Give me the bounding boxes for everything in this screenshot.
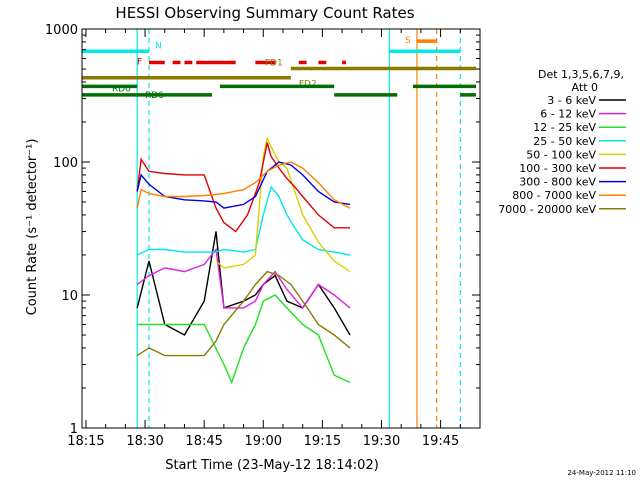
x-tick-label: 19:45: [422, 434, 459, 449]
y-tick-label: 100: [53, 156, 78, 171]
plot-area: NSFFD1FD2RD0RD6: [81, 28, 481, 429]
series-line-800-7000kev: [136, 161, 351, 209]
y-tick-label: 10: [61, 289, 78, 304]
flag-label-rd6: RD6: [145, 91, 164, 101]
y-tick-label: 1: [70, 422, 78, 437]
plot-frame: [81, 28, 481, 429]
legend-label-100-300kev: 100 - 300 keV: [519, 162, 596, 175]
y-axis: 1 10 100 1000: [45, 23, 480, 437]
series-line-3-6kev: [136, 231, 351, 336]
series-line-6-12kev: [136, 247, 351, 310]
x-tick-label: 18:15: [67, 434, 104, 449]
series-line-50-100kev: [215, 136, 351, 273]
series-line-7000-20000kev: [136, 270, 351, 357]
legend-label-6-12kev: 6 - 12 keV: [540, 108, 596, 121]
x-axis: 18:15 18:30 18:45 19:00 19:15 19:30 19:45: [67, 29, 481, 449]
x-axis-label: Start Time (23-May-12 18:14:02): [165, 458, 379, 473]
y-axis-label: Count Rate (s⁻¹ detector⁻¹): [25, 139, 40, 316]
date-stamp: 24-May-2012 11:10: [567, 469, 636, 477]
legend-label-300-800kev: 300 - 800 keV: [519, 176, 596, 189]
series-line-100-300kev: [136, 142, 350, 233]
x-tick-label: 19:00: [245, 434, 282, 449]
x-tick-label: 19:30: [363, 434, 400, 449]
series-line-25-50kev: [136, 185, 351, 256]
x-tick-label: 18:30: [126, 434, 163, 449]
flag-label-rd0: RD0: [112, 84, 131, 94]
flag-label-f: F: [137, 57, 142, 67]
legend-label-3-6kev: 3 - 6 keV: [547, 94, 596, 107]
legend-header-line2: Att 0: [572, 81, 598, 94]
series-line-12-25kev: [137, 294, 351, 385]
chart-title: HESSI Observing Summary Count Rates: [115, 4, 414, 22]
flag-label-s: S: [405, 36, 411, 46]
legend-label-800-7000kev: 800 - 7000 keV: [512, 189, 596, 202]
legend-label-25-50kev: 25 - 50 keV: [533, 135, 596, 148]
x-tick-label: 19:15: [304, 434, 341, 449]
legend-label-50-100kev: 50 - 100 keV: [526, 148, 596, 161]
x-tick-label: 18:45: [185, 434, 222, 449]
flag-label-n: N: [155, 41, 162, 51]
flag-label-fd1: FD1: [265, 58, 283, 68]
legend-label-12-25kev: 12 - 25 keV: [533, 121, 596, 134]
y-tick-label: 1000: [45, 23, 78, 38]
legend-header-line1: Det 1,3,5,6,7,9,: [538, 68, 624, 81]
legend-label-7000-20000kev: 7000 - 20000 keV: [498, 203, 596, 216]
series-line-300-800kev: [136, 161, 351, 209]
